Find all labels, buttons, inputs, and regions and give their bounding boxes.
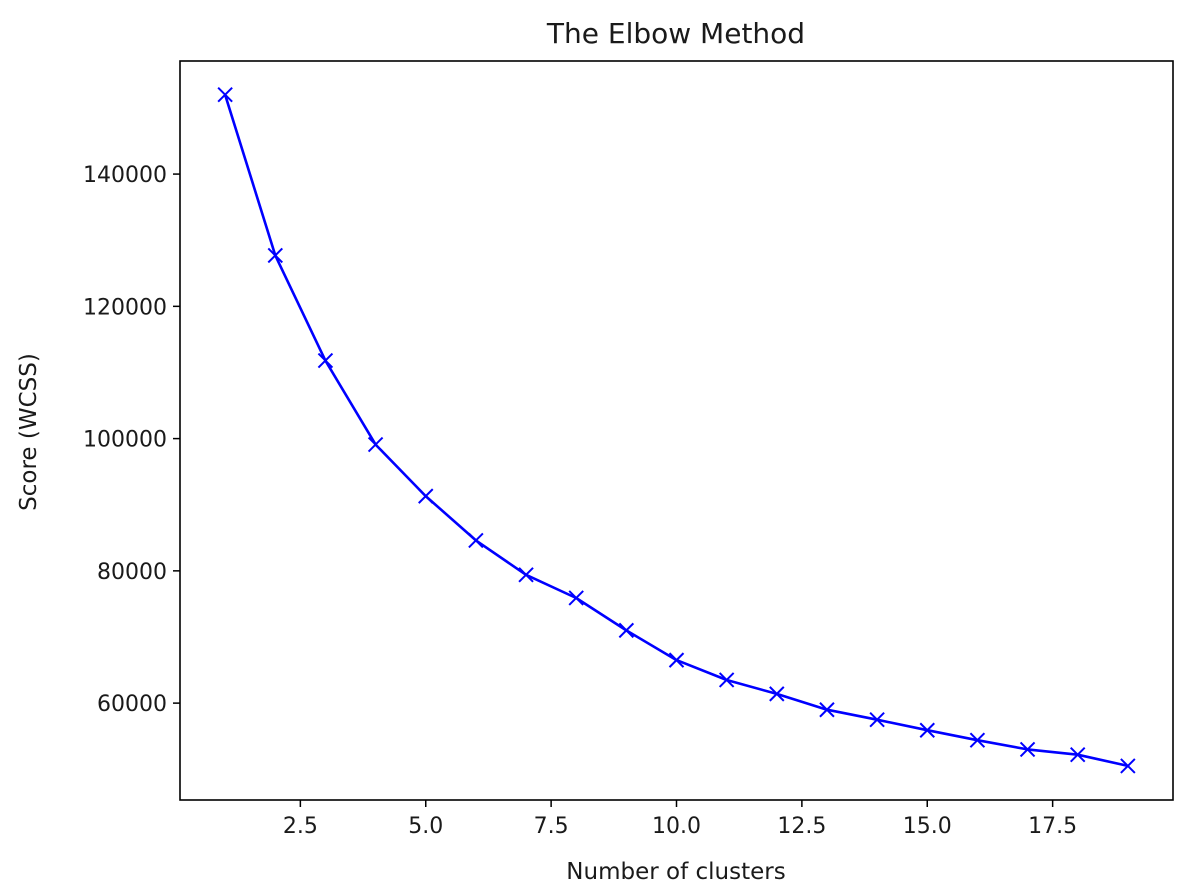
chart-title: The Elbow Method (546, 17, 805, 50)
y-axis-label: Score (WCSS) (16, 353, 42, 511)
y-tick-label: 120000 (83, 295, 167, 320)
x-tick-label: 12.5 (777, 814, 826, 839)
data-point-marker (969, 732, 986, 748)
x-tick-label: 15.0 (903, 814, 952, 839)
series-layer (217, 87, 1136, 774)
data-point-marker (418, 488, 434, 504)
y-tick-label: 140000 (83, 163, 167, 188)
data-point-marker (618, 622, 635, 639)
data-point-marker (718, 672, 735, 688)
data-point-marker (769, 686, 785, 702)
y-tick-label: 60000 (97, 692, 167, 717)
x-tick-label: 2.5 (283, 814, 318, 839)
data-point-marker (1019, 741, 1036, 758)
data-point-marker (668, 652, 685, 668)
x-axis-label: Number of clusters (566, 859, 785, 885)
plot-area-frame (179, 60, 1174, 801)
data-point-marker (919, 722, 935, 738)
series-line (223, 94, 1129, 768)
data-point-marker (819, 702, 835, 718)
y-tick-label: 100000 (83, 428, 167, 453)
data-point-marker (568, 590, 584, 606)
data-point-marker (217, 87, 233, 103)
data-point-marker (367, 436, 384, 453)
data-point-marker (518, 567, 534, 583)
x-axis: 2.5 5.0 7.5 10.0 12.5 15.0 17.5 (283, 800, 1077, 839)
x-tick-label: 7.5 (534, 814, 569, 839)
data-point-marker (468, 532, 484, 549)
x-tick-label: 17.5 (1028, 814, 1077, 839)
x-tick-label: 10.0 (652, 814, 701, 839)
data-point-marker (267, 247, 283, 264)
data-point-marker (1120, 758, 1136, 774)
data-point-marker (1070, 746, 1086, 763)
y-axis: 60000 80000 100000 120000 140000 (83, 163, 180, 717)
data-point-marker (317, 352, 334, 369)
data-point-marker (869, 711, 885, 728)
x-tick-label: 5.0 (408, 814, 443, 839)
y-tick-label: 80000 (97, 560, 167, 585)
